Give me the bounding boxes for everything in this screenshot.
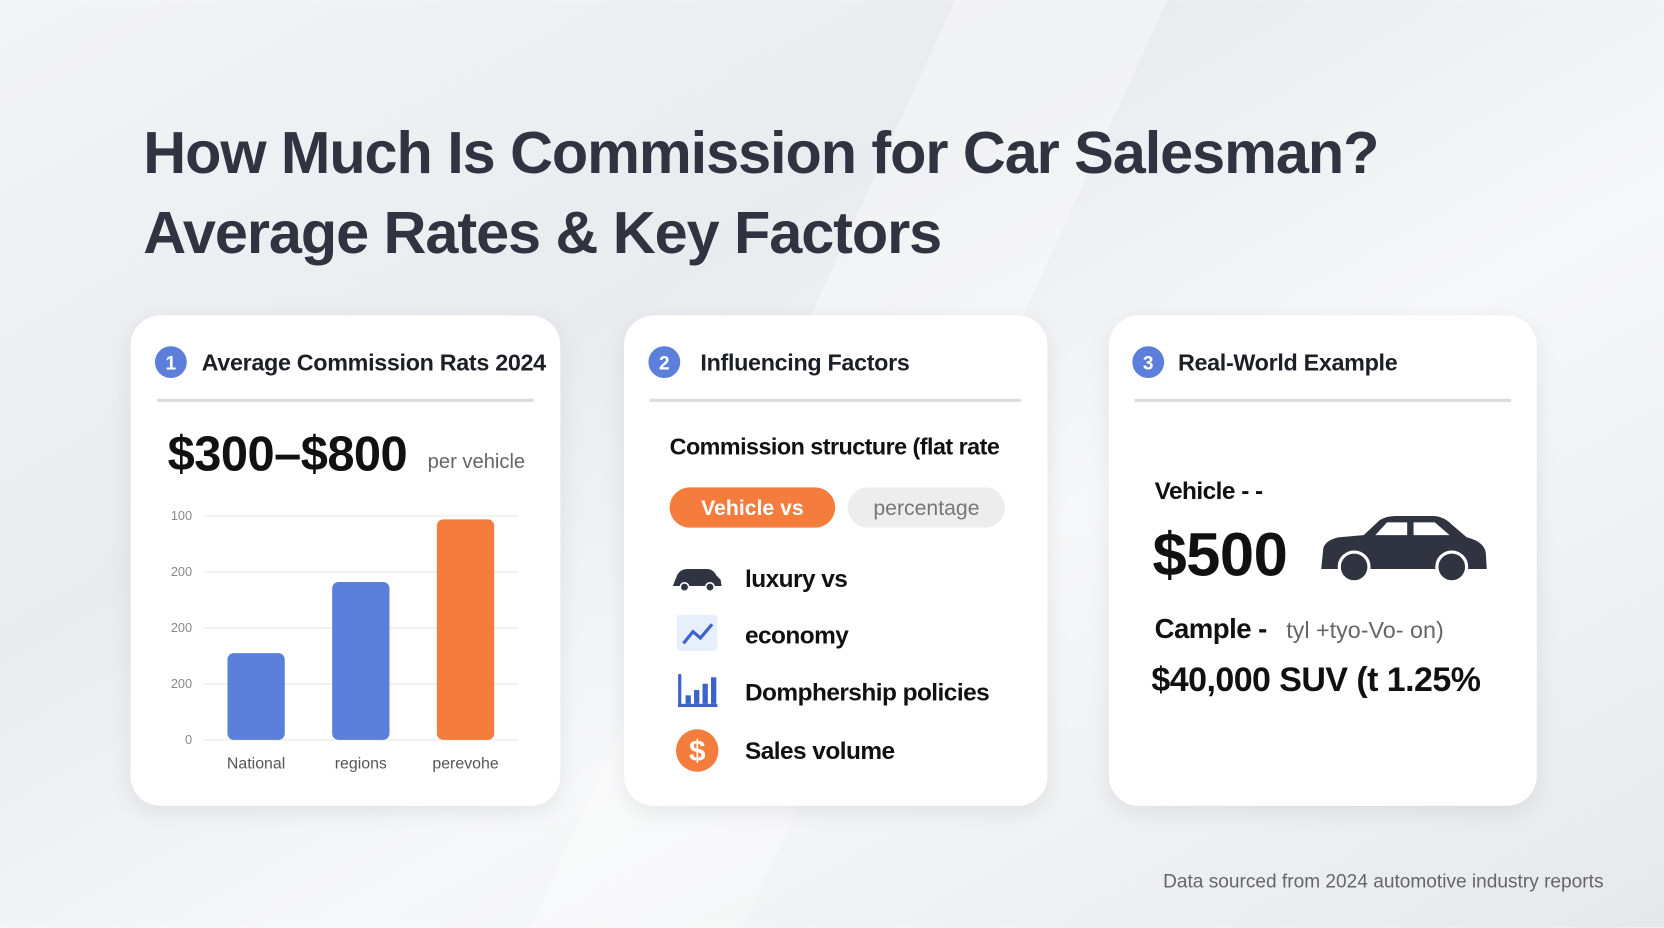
bar bbox=[436, 519, 495, 740]
trend-icon bbox=[677, 614, 718, 651]
badge bbox=[1132, 346, 1165, 379]
x-tick-label: National bbox=[227, 756, 285, 773]
x-tick-label: perevohe bbox=[432, 756, 498, 773]
bar bbox=[332, 582, 390, 740]
card-heading: Average Commission Rats 2024 bbox=[202, 350, 547, 376]
factor: luxury vs bbox=[745, 566, 847, 593]
badge bbox=[154, 346, 187, 379]
title-line: Average Rates & Key Factors bbox=[143, 199, 941, 266]
y-tick-label: 200 bbox=[171, 620, 192, 635]
trend-icon bbox=[682, 623, 714, 645]
bar bbox=[227, 653, 285, 740]
badge-number: 1 bbox=[166, 354, 177, 375]
title-line: How Much Is Commission for Car Salesman? bbox=[143, 119, 1378, 186]
factor: economy bbox=[745, 622, 849, 649]
dollar-icon: $ bbox=[689, 735, 706, 768]
card-heading: Influencing Factors bbox=[700, 350, 909, 376]
car-icon bbox=[679, 582, 690, 593]
pill-label: percentage bbox=[873, 497, 979, 520]
car-image bbox=[1375, 522, 1450, 536]
y-tick-label: 0 bbox=[185, 732, 192, 747]
pill bbox=[847, 487, 1005, 528]
factor: Sales volume bbox=[745, 738, 895, 765]
y-tick-label: 200 bbox=[171, 676, 192, 691]
pill bbox=[669, 487, 836, 528]
example-note: tyl +tyo-Vo- on) bbox=[1286, 617, 1444, 643]
pill-label: Vehicle vs bbox=[701, 497, 804, 520]
bar-chart: 0 200 200 200 100 National regions perevohe bbox=[171, 508, 518, 773]
y-tick-label: 100 bbox=[171, 508, 192, 523]
car-image bbox=[1337, 550, 1371, 584]
barchart-icon bbox=[678, 674, 718, 708]
badge-number: 3 bbox=[1143, 354, 1154, 375]
example: $40,000 SUV (t 1.25% bbox=[1151, 661, 1480, 699]
example-label: Cample - bbox=[1155, 613, 1268, 644]
car-icon bbox=[672, 569, 722, 587]
amount: $500 bbox=[1152, 520, 1287, 589]
factor: Domphership policies bbox=[745, 680, 989, 707]
amount: $300–$800 bbox=[168, 427, 407, 481]
card bbox=[624, 315, 1048, 806]
badge bbox=[648, 346, 681, 379]
badge-number: 2 bbox=[659, 354, 670, 375]
car-icon bbox=[704, 582, 715, 593]
x-tick-label: regions bbox=[335, 756, 387, 773]
unit: per vehicle bbox=[428, 451, 525, 473]
y-tick-label: 200 bbox=[171, 564, 192, 579]
dollar-icon bbox=[676, 729, 719, 772]
label: Vehicle - - bbox=[1155, 478, 1263, 505]
subheading: Commission structure (flat rate bbox=[670, 433, 1000, 459]
car-image bbox=[1435, 550, 1469, 584]
card-heading: Real-World Example bbox=[1178, 350, 1398, 376]
footer: Data sourced from 2024 automotive indust… bbox=[1163, 871, 1603, 892]
